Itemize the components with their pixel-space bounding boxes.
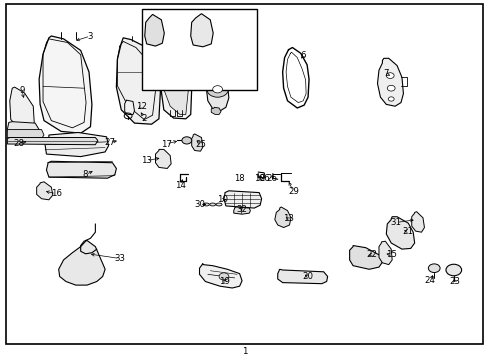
Polygon shape: [349, 246, 382, 269]
Text: 1: 1: [241, 346, 247, 356]
Circle shape: [182, 137, 191, 144]
Polygon shape: [124, 100, 134, 114]
Circle shape: [387, 97, 393, 101]
Text: 2: 2: [141, 114, 147, 122]
Polygon shape: [224, 191, 261, 208]
Text: 4: 4: [165, 55, 171, 64]
Text: 33: 33: [114, 254, 125, 263]
Text: 22: 22: [366, 251, 376, 259]
Polygon shape: [7, 122, 39, 138]
Polygon shape: [155, 149, 171, 168]
Polygon shape: [190, 14, 213, 47]
Text: 12: 12: [136, 102, 147, 111]
Text: 7: 7: [383, 69, 388, 78]
Text: 18: 18: [253, 174, 264, 183]
Text: 32: 32: [236, 205, 246, 214]
Text: 17: 17: [161, 140, 171, 149]
Text: 14: 14: [175, 181, 186, 190]
Text: 10: 10: [217, 195, 227, 204]
Polygon shape: [277, 269, 327, 284]
Text: 19: 19: [219, 277, 230, 286]
Circle shape: [427, 264, 439, 273]
Circle shape: [212, 86, 222, 93]
Text: 3: 3: [87, 32, 93, 41]
Text: 18: 18: [233, 174, 244, 183]
Polygon shape: [163, 53, 188, 114]
Polygon shape: [46, 161, 116, 178]
Ellipse shape: [203, 203, 209, 206]
Circle shape: [386, 85, 394, 91]
Bar: [142, 9, 256, 90]
Polygon shape: [39, 36, 92, 133]
Text: 25: 25: [195, 140, 205, 149]
Circle shape: [219, 273, 228, 280]
Polygon shape: [199, 264, 242, 288]
Circle shape: [445, 264, 461, 276]
Text: 16: 16: [51, 189, 61, 198]
Text: 20: 20: [302, 272, 313, 281]
Text: 26: 26: [259, 174, 269, 183]
Text: 21: 21: [402, 227, 413, 236]
Ellipse shape: [216, 203, 222, 206]
Text: 30: 30: [194, 200, 204, 209]
Polygon shape: [377, 58, 403, 106]
Polygon shape: [37, 182, 53, 200]
Text: 27: 27: [104, 138, 115, 147]
Text: 26: 26: [265, 174, 276, 183]
Polygon shape: [191, 134, 203, 151]
Text: 13: 13: [141, 156, 152, 165]
Text: 24: 24: [424, 276, 435, 284]
Polygon shape: [386, 217, 414, 249]
Text: 15: 15: [385, 251, 396, 259]
Circle shape: [386, 73, 393, 78]
Ellipse shape: [209, 203, 215, 206]
Polygon shape: [233, 207, 250, 214]
Text: 11: 11: [244, 42, 254, 51]
Polygon shape: [206, 67, 228, 111]
Polygon shape: [45, 132, 108, 157]
Text: 23: 23: [448, 277, 459, 286]
Polygon shape: [144, 14, 164, 46]
Circle shape: [206, 81, 228, 97]
Polygon shape: [7, 138, 98, 145]
Text: 9: 9: [20, 86, 24, 95]
Polygon shape: [211, 107, 221, 114]
Polygon shape: [161, 50, 191, 119]
Polygon shape: [411, 212, 424, 232]
Text: 5: 5: [214, 71, 220, 80]
Polygon shape: [10, 87, 34, 129]
Text: 28: 28: [13, 139, 24, 148]
Polygon shape: [274, 207, 290, 228]
Text: 6: 6: [300, 51, 305, 60]
Text: 31: 31: [390, 218, 401, 227]
Polygon shape: [378, 241, 391, 265]
Polygon shape: [7, 130, 44, 139]
Text: 8: 8: [82, 170, 88, 179]
Polygon shape: [116, 38, 160, 124]
Text: 29: 29: [287, 187, 298, 196]
Text: 13: 13: [283, 215, 293, 223]
Polygon shape: [59, 240, 105, 285]
